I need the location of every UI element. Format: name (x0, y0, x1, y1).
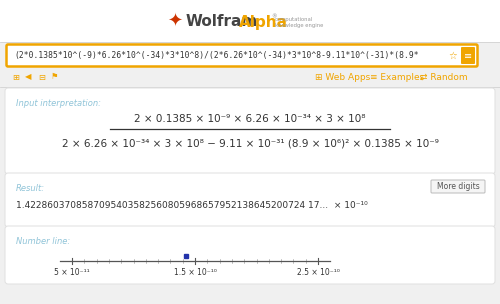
Text: computational: computational (275, 18, 313, 22)
Text: ≡ Examples: ≡ Examples (370, 72, 424, 81)
Text: 2 × 0.1385 × 10⁻⁹ × 6.26 × 10⁻³⁴ × 3 × 10⁸: 2 × 0.1385 × 10⁻⁹ × 6.26 × 10⁻³⁴ × 3 × 1… (134, 114, 366, 124)
Text: Input interpretation:: Input interpretation: (16, 99, 101, 108)
FancyBboxPatch shape (431, 180, 485, 193)
Text: Number line:: Number line: (16, 237, 70, 246)
Text: 2.5 × 10⁻¹⁰: 2.5 × 10⁻¹⁰ (296, 268, 340, 277)
Text: ⚑: ⚑ (51, 72, 59, 81)
Text: ≡: ≡ (464, 50, 472, 60)
Text: 1.4228603708587095403582560805968657952138645200724 17...  × 10⁻¹⁰: 1.42286037085870954035825608059686579521… (16, 202, 368, 210)
Text: (2*0.1385*10^(-9)*6.26*10^(-34)*3*10^8)/(2*6.26*10^(-34)*3*10^8-9.11*10^(-31)*(8: (2*0.1385*10^(-9)*6.26*10^(-34)*3*10^8)/… (14, 51, 418, 60)
Text: Alpha: Alpha (239, 15, 288, 29)
Text: ⇄ Random: ⇄ Random (420, 72, 468, 81)
Text: ◀: ◀ (25, 72, 32, 81)
Text: ®: ® (271, 15, 276, 19)
Text: Wolfram: Wolfram (186, 15, 258, 29)
Text: ⊞: ⊞ (12, 72, 19, 81)
Text: ✦: ✦ (168, 13, 182, 31)
FancyBboxPatch shape (5, 226, 495, 284)
FancyBboxPatch shape (5, 173, 495, 227)
Text: Result:: Result: (16, 184, 45, 193)
FancyBboxPatch shape (461, 47, 475, 64)
Text: ⊞ Web Apps: ⊞ Web Apps (315, 72, 370, 81)
Text: ☆: ☆ (448, 50, 458, 60)
Text: knowledge engine: knowledge engine (275, 23, 324, 29)
Text: More digits: More digits (436, 182, 480, 191)
FancyBboxPatch shape (6, 44, 478, 67)
FancyBboxPatch shape (5, 88, 495, 174)
Text: 5 × 10⁻¹¹: 5 × 10⁻¹¹ (54, 268, 90, 277)
Text: ⊟: ⊟ (38, 72, 45, 81)
Bar (0, 0, 500, 42)
Text: 1.5 × 10⁻¹⁰: 1.5 × 10⁻¹⁰ (174, 268, 216, 277)
Text: 2 × 6.26 × 10⁻³⁴ × 3 × 10⁸ − 9.11 × 10⁻³¹ (8.9 × 10⁶)² × 0.1385 × 10⁻⁹: 2 × 6.26 × 10⁻³⁴ × 3 × 10⁸ − 9.11 × 10⁻³… (62, 138, 438, 148)
